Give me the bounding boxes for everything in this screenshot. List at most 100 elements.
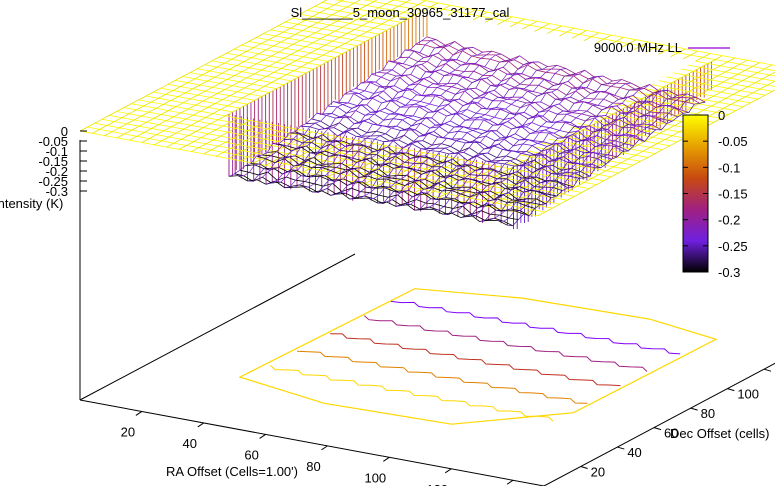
y-axis-label: Dec Offset (cells) — [670, 426, 769, 441]
y-tick — [763, 368, 772, 372]
plane-col — [178, 4, 451, 150]
z-tick-label: -0.2 — [46, 164, 68, 179]
plane-row — [391, 0, 775, 72]
colorbar-tick-label: -0.1 — [718, 160, 740, 175]
x-tick-label: 80 — [306, 459, 320, 474]
contour-map — [238, 288, 718, 425]
x-tick — [444, 468, 452, 474]
plane-col — [401, 46, 674, 191]
surface-floor — [228, 36, 706, 227]
floor-col — [395, 76, 595, 207]
floor-col — [238, 39, 437, 177]
x-tick-label: 100 — [364, 470, 386, 485]
z-tick-label: -0.1 — [46, 144, 68, 159]
plane-col — [438, 53, 711, 198]
legend-label: 9000.0 MHz LL — [594, 40, 682, 55]
floor-col — [303, 53, 502, 188]
floor-col — [340, 61, 539, 194]
y-axis-line — [543, 362, 775, 486]
z-axis-ticks: 0-0.05-0.1-0.15-0.2-0.25-0.3 — [38, 124, 87, 199]
y-tick — [580, 466, 588, 470]
floor-col — [247, 44, 446, 182]
plane-row — [419, 0, 775, 66]
floor-col — [405, 75, 604, 205]
z-tick-label: -0.25 — [38, 174, 68, 189]
plane-col — [129, 0, 395, 141]
colorbar-tick-label: -0.25 — [718, 239, 748, 254]
contour-line — [270, 365, 554, 422]
legend: 9000.0 MHz LL — [594, 40, 730, 55]
plane-col — [191, 7, 463, 152]
floor-col — [349, 66, 548, 200]
plane-col — [426, 50, 698, 196]
x-tick-label: 40 — [182, 436, 196, 451]
y-axis-ticks: 20406080100120140 — [580, 367, 775, 480]
plane-row — [138, 99, 597, 186]
back-edge-left — [79, 253, 356, 401]
y-tick-label: 60 — [664, 426, 678, 441]
y-tick — [653, 427, 662, 431]
y-tick-label: 100 — [737, 387, 759, 402]
plane-col — [339, 34, 612, 180]
contour-line — [390, 300, 681, 355]
y-tick — [727, 388, 735, 392]
plane-col — [525, 80, 775, 214]
y-tick-label: 20 — [591, 465, 605, 480]
floor-col — [284, 51, 483, 189]
x-tick-label: 120 — [426, 482, 448, 486]
z-tick-label: 0 — [61, 124, 68, 139]
plane-col — [203, 9, 476, 155]
base-frame — [79, 140, 775, 486]
plane-col — [166, 2, 439, 148]
floor-col — [451, 84, 650, 214]
x-tick — [383, 456, 390, 462]
plane-col — [277, 23, 550, 169]
plane-col — [104, 0, 361, 136]
colorbar-tick-label: -0.2 — [718, 213, 740, 228]
x-axis-ticks: 20406080100120140 — [121, 411, 514, 486]
chart-title: Sl_______5_moon_30965_31177_cal — [291, 5, 510, 20]
plane-col — [116, 0, 378, 139]
floor-col — [470, 90, 669, 216]
x-tick — [197, 422, 205, 428]
floor-col — [266, 47, 465, 185]
floor-col — [228, 36, 428, 177]
plane-row — [87, 126, 546, 213]
contour-line — [330, 333, 621, 387]
plane-col — [240, 16, 513, 162]
plane-col — [92, 0, 345, 134]
y-tick — [617, 446, 625, 450]
y-tick — [690, 407, 698, 411]
colorbar-tick-label: 0 — [718, 108, 725, 123]
plane-col — [79, 0, 328, 132]
floor-col — [377, 73, 576, 204]
x-axis-line — [79, 399, 545, 486]
colorbar-tick-label: -0.05 — [718, 134, 748, 149]
plane-col — [512, 71, 775, 212]
floor-col — [460, 90, 660, 218]
plane-row — [131, 103, 590, 189]
floor-col — [358, 65, 558, 199]
floor-col — [330, 62, 530, 196]
colorbar-tick-label: -0.15 — [718, 187, 748, 202]
plane-col — [314, 30, 587, 175]
y-tick-label: 80 — [701, 406, 715, 421]
x-tick — [321, 445, 328, 451]
x-tick — [506, 479, 514, 485]
floor-col — [498, 97, 697, 222]
z-tick-label: -0.3 — [46, 184, 68, 199]
floor-col — [368, 68, 567, 199]
plane-col — [215, 11, 488, 157]
floor-col — [321, 55, 520, 192]
floor-col — [256, 41, 456, 181]
floor-col — [275, 47, 474, 183]
floor-col — [433, 82, 632, 211]
z-tick-label: -0.05 — [38, 134, 68, 149]
floor-col — [414, 80, 613, 211]
floor-col — [312, 59, 511, 193]
x-tick — [259, 433, 266, 439]
x-tick — [135, 411, 143, 416]
contour-line — [296, 350, 588, 404]
plane-row — [101, 118, 560, 205]
